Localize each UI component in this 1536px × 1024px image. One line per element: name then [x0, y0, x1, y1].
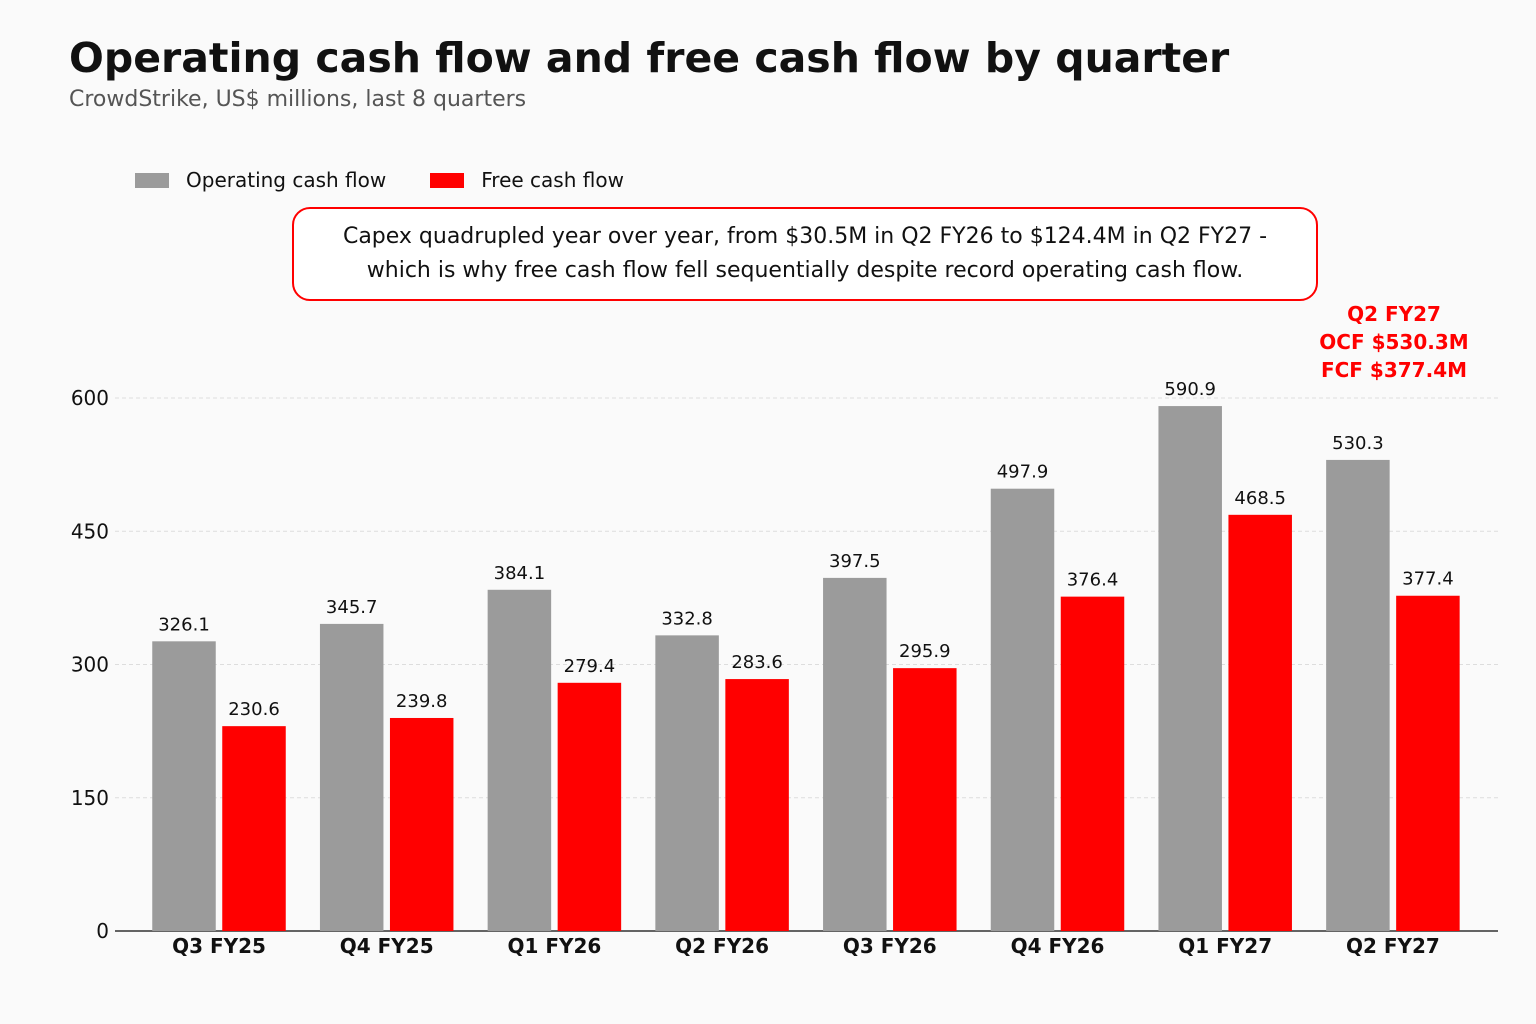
- x-tick-label-0: Q3 FY25: [172, 934, 266, 958]
- annotation-line-2: which is why free cash flow fell sequent…: [366, 258, 1244, 283]
- chart-title: Operating cash flow and free cash flow b…: [69, 34, 1230, 82]
- bar-fcf-1: [389, 717, 454, 931]
- y-tick-label-4: 600: [71, 386, 109, 410]
- y-tick-label-0: 0: [96, 919, 109, 943]
- data-label-ocf-4: 397.5: [829, 551, 881, 572]
- x-tick-label-6: Q1 FY27: [1178, 934, 1272, 958]
- chart-subtitle: CrowdStrike, US$ millions, last 8 quarte…: [69, 87, 527, 112]
- x-tick-label-1: Q4 FY25: [340, 934, 434, 958]
- bar-ocf-2: [487, 589, 552, 931]
- data-label-fcf-3: 283.6: [731, 652, 783, 673]
- y-tick-label-2: 300: [71, 653, 109, 677]
- x-tick-label-5: Q4 FY26: [1011, 934, 1105, 958]
- highlight-line-1: Q2 FY27: [1347, 302, 1441, 326]
- legend: Operating cash flow Free cash flow: [135, 168, 668, 192]
- highlight-line-3: FCF $377.4M: [1320, 358, 1468, 382]
- data-label-ocf-0: 326.1: [158, 614, 210, 635]
- data-label-fcf-6: 468.5: [1234, 488, 1286, 509]
- bar-fcf-3: [725, 679, 789, 931]
- legend-label-ocf: Operating cash flow: [186, 168, 387, 192]
- bar-ocf-3: [655, 635, 719, 931]
- data-label-ocf-7: 530.3: [1332, 433, 1384, 454]
- bar-ocf-1: [319, 623, 384, 931]
- bar-fcf-6: [1228, 514, 1292, 931]
- legend-swatch-fcf: [430, 172, 465, 188]
- bar-fcf-4: [893, 668, 957, 931]
- data-label-fcf-7: 377.4: [1402, 569, 1454, 590]
- annotation-line-1: Capex quadrupled year over year, from $3…: [342, 224, 1268, 249]
- bar-fcf-5: [1060, 596, 1125, 931]
- x-tick-label-2: Q1 FY26: [507, 934, 601, 958]
- data-label-fcf-1: 239.8: [396, 691, 448, 712]
- x-tick-label-7: Q2 FY27: [1346, 934, 1440, 958]
- data-label-ocf-3: 332.8: [661, 608, 713, 629]
- data-label-fcf-5: 376.4: [1067, 570, 1119, 591]
- bar-ocf-0: [152, 641, 216, 931]
- bar-ocf-4: [823, 577, 887, 931]
- highlight-annotation: Q2 FY27 OCF $530.3M FCF $377.4M: [1300, 300, 1488, 384]
- legend-item-fcf: Free cash flow: [430, 168, 624, 192]
- bar-ocf-5: [990, 488, 1055, 931]
- data-label-ocf-2: 384.1: [494, 563, 546, 584]
- y-tick-label-1: 150: [71, 786, 109, 810]
- data-label-fcf-0: 230.6: [228, 699, 280, 720]
- data-label-fcf-2: 279.4: [564, 656, 616, 677]
- bar-ocf-6: [1158, 406, 1222, 931]
- x-tick-label-3: Q2 FY26: [675, 934, 769, 958]
- y-tick-label-3: 450: [71, 519, 109, 543]
- legend-swatch-ocf: [135, 172, 169, 188]
- bar-fcf-7: [1396, 595, 1460, 931]
- data-label-ocf-1: 345.7: [326, 597, 378, 618]
- bar-ocf-7: [1326, 459, 1390, 931]
- highlight-line-2: OCF $530.3M: [1319, 330, 1469, 354]
- bar-fcf-0: [222, 726, 286, 931]
- bar-fcf-2: [557, 682, 622, 931]
- legend-item-ocf: Operating cash flow: [135, 168, 386, 192]
- x-tick-label-4: Q3 FY26: [843, 934, 937, 958]
- annotation-callout: Capex quadrupled year over year, from $3…: [292, 207, 1318, 301]
- data-label-ocf-6: 590.9: [1164, 379, 1216, 400]
- legend-label-fcf: Free cash flow: [481, 168, 624, 192]
- data-label-ocf-5: 497.9: [997, 462, 1049, 483]
- data-label-fcf-4: 295.9: [899, 641, 951, 662]
